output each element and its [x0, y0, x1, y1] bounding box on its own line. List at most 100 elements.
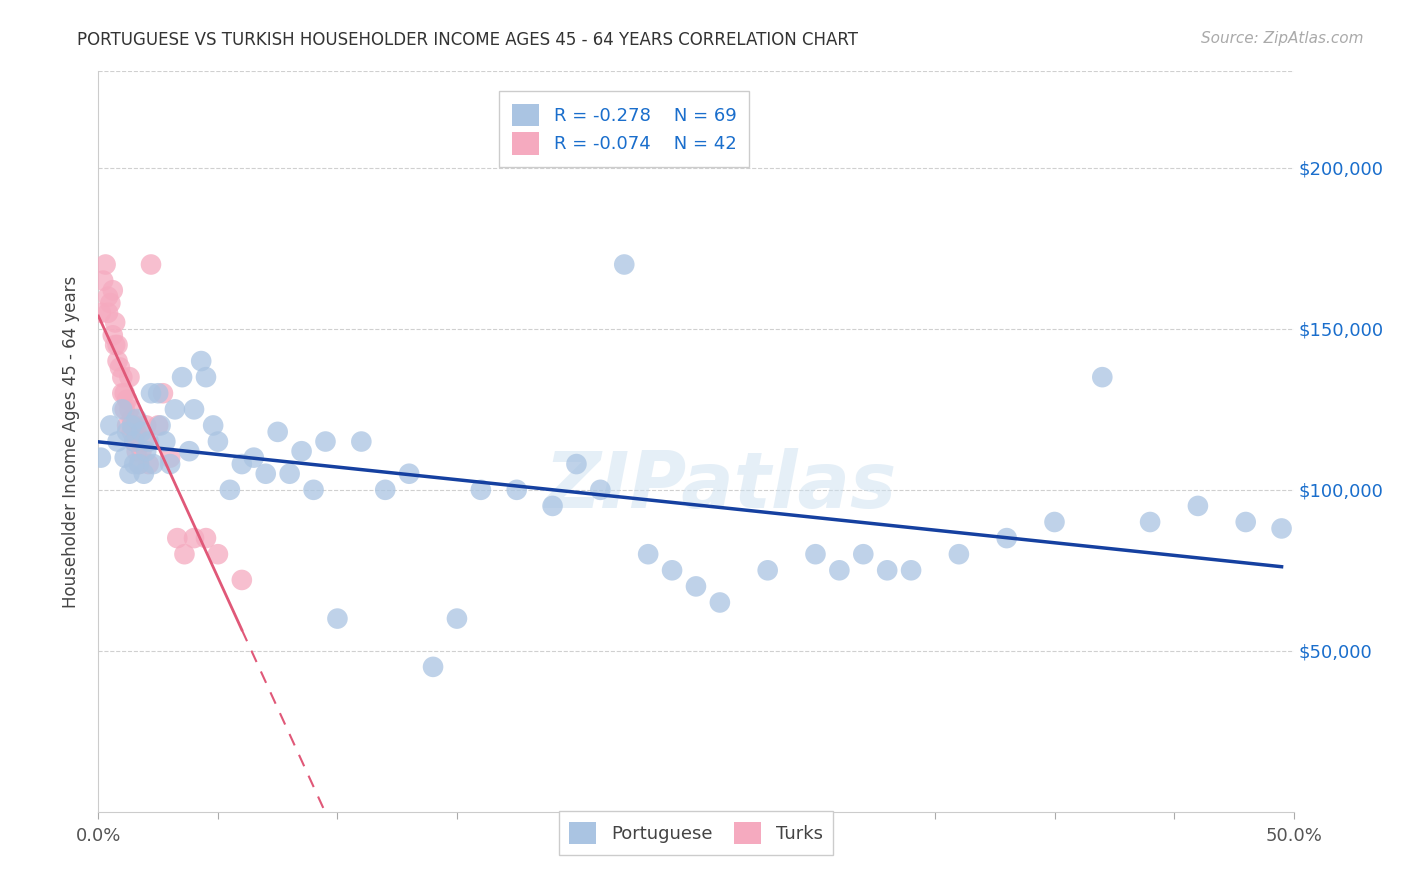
Point: [565, 457, 588, 471]
Point: [852, 547, 875, 561]
Point: [202, 418, 225, 433]
Point: [661, 563, 683, 577]
Point: [163, 402, 186, 417]
Point: [1139, 515, 1161, 529]
Text: Source: ZipAtlas.com: Source: ZipAtlas.com: [1201, 31, 1364, 46]
Point: [97, 290, 120, 304]
Point: [302, 483, 325, 497]
Point: [155, 434, 177, 449]
Point: [422, 660, 444, 674]
Point: [107, 354, 129, 368]
Point: [207, 547, 229, 561]
Point: [254, 467, 277, 481]
Point: [148, 418, 170, 433]
Point: [128, 457, 150, 471]
Point: [326, 611, 349, 625]
Point: [190, 354, 212, 368]
Point: [541, 499, 564, 513]
Point: [506, 483, 529, 497]
Point: [128, 457, 150, 471]
Point: [115, 418, 138, 433]
Point: [350, 434, 373, 449]
Point: [195, 370, 218, 384]
Point: [1043, 515, 1066, 529]
Point: [1271, 521, 1294, 535]
Point: [637, 547, 659, 561]
Point: [470, 483, 492, 497]
Point: [159, 450, 181, 465]
Point: [243, 450, 266, 465]
Point: [709, 595, 731, 609]
Point: [995, 531, 1018, 545]
Point: [111, 370, 134, 384]
Point: [115, 425, 138, 439]
Point: [104, 338, 127, 352]
Point: [374, 483, 396, 497]
Point: [267, 425, 290, 439]
Point: [152, 386, 174, 401]
Point: [115, 392, 138, 407]
Point: [315, 434, 337, 449]
Legend: Portuguese, Turks: Portuguese, Turks: [558, 811, 834, 855]
Point: [124, 457, 146, 471]
Point: [173, 547, 195, 561]
Text: ZIPatlas: ZIPatlas: [544, 448, 896, 524]
Point: [114, 450, 136, 465]
Point: [278, 467, 301, 481]
Point: [159, 457, 181, 471]
Point: [114, 402, 136, 417]
Point: [613, 258, 636, 272]
Point: [107, 338, 129, 352]
Point: [125, 412, 148, 426]
Point: [183, 402, 205, 417]
Point: [90, 306, 112, 320]
Point: [104, 315, 127, 329]
Point: [121, 412, 143, 426]
Point: [125, 444, 148, 458]
Point: [118, 467, 141, 481]
Point: [111, 386, 134, 401]
Point: [148, 386, 170, 401]
Point: [121, 418, 143, 433]
Point: [291, 444, 314, 458]
Point: [900, 563, 922, 577]
Point: [1091, 370, 1114, 384]
Point: [98, 296, 122, 310]
Point: [207, 434, 229, 449]
Point: [131, 444, 153, 458]
Point: [90, 450, 112, 465]
Point: [98, 418, 122, 433]
Point: [149, 418, 172, 433]
Point: [125, 425, 148, 439]
Point: [139, 386, 162, 401]
Point: [124, 418, 146, 433]
Point: [231, 457, 253, 471]
Point: [142, 457, 165, 471]
Point: [94, 258, 117, 272]
Y-axis label: Householder Income Ages 45 - 64 years: Householder Income Ages 45 - 64 years: [62, 276, 80, 607]
Point: [756, 563, 779, 577]
Point: [118, 402, 141, 417]
Point: [121, 425, 143, 439]
Point: [138, 457, 160, 471]
Point: [101, 283, 124, 297]
Point: [828, 563, 851, 577]
Point: [876, 563, 898, 577]
Point: [101, 328, 124, 343]
Point: [166, 531, 188, 545]
Point: [948, 547, 970, 561]
Point: [446, 611, 468, 625]
Point: [219, 483, 242, 497]
Point: [124, 434, 146, 449]
Point: [183, 531, 205, 545]
Point: [1234, 515, 1257, 529]
Point: [398, 467, 420, 481]
Point: [135, 444, 157, 458]
Point: [685, 579, 707, 593]
Point: [1187, 499, 1209, 513]
Point: [589, 483, 612, 497]
Point: [139, 258, 162, 272]
Point: [108, 360, 131, 375]
Point: [195, 531, 218, 545]
Point: [131, 425, 153, 439]
